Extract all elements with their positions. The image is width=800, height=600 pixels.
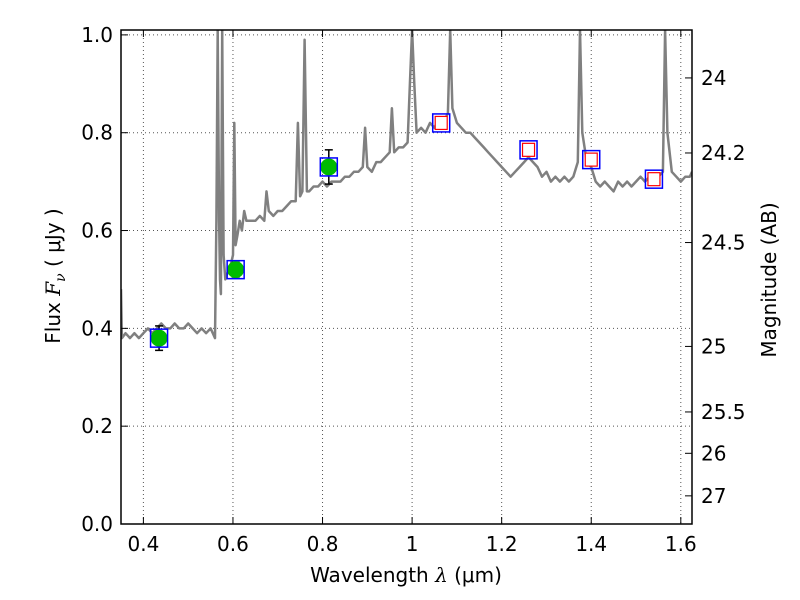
y-axis-label-symbol: F — [41, 281, 65, 297]
y-tick-label: 0.2 — [81, 414, 113, 438]
x-tick-label: 0.4 — [127, 532, 159, 556]
plot-area — [121, 30, 692, 352]
right-tick-label: 26 — [701, 441, 726, 465]
y-axis-label-subscript: ν — [53, 273, 69, 282]
x-tick-label: 1.4 — [575, 532, 607, 556]
model-band-box — [581, 149, 601, 170]
x-tick-label: 0.6 — [217, 532, 249, 556]
y-tick-label: 0.4 — [81, 316, 113, 340]
model-band-box-inner — [434, 115, 448, 131]
x-tick-label: 1.2 — [486, 532, 518, 556]
axis-ticks: 0.4 0.6 0.8 1 1.2 1.4 1.6 0.0 0.2 0.4 0.6 0.8 1.0 24 2… — [81, 23, 745, 556]
observed-point — [320, 158, 338, 176]
x-axis-label-symbol: λ — [434, 563, 448, 587]
x-tick-label: 0.8 — [307, 532, 339, 556]
y-tick-label: 1.0 — [81, 23, 113, 47]
model-band-box — [226, 259, 245, 280]
model-band-box — [431, 113, 451, 133]
right-tick-label: 24.2 — [701, 141, 746, 165]
model-band-box-inner — [521, 142, 536, 157]
model-band-box — [644, 169, 664, 189]
model-band-box — [149, 328, 169, 348]
y-axis-label: Flux Fν ( μJy ) — [41, 208, 69, 343]
y-tick-label: 0.6 — [81, 219, 113, 243]
model-band-box-inner — [584, 152, 598, 167]
model-band-box-inner — [647, 172, 661, 187]
observed-point — [227, 261, 245, 279]
x-tick-label: 1.6 — [665, 532, 697, 556]
observed-point — [150, 329, 168, 347]
right-tick-label: 24 — [701, 66, 726, 90]
y-tick-label: 0.0 — [81, 512, 113, 536]
model-spectrum-line — [121, 30, 692, 340]
right-tick-label: 24.5 — [701, 231, 746, 255]
plot-frame — [120, 29, 693, 525]
model-band-box — [519, 140, 538, 160]
y-axis-label-unit: ( μJy ) — [41, 208, 65, 273]
x-axis-label-prefix: Wavelength — [310, 563, 435, 587]
y-axis-label-prefix: Flux — [41, 296, 65, 344]
right-tick-label: 25 — [701, 334, 726, 358]
x-axis-label: Wavelength λ (μm) — [310, 563, 502, 587]
y-tick-label: 0.8 — [81, 121, 113, 145]
model-band-box — [319, 157, 339, 177]
right-tick-label: 27 — [701, 484, 726, 508]
x-axis-label-unit: (μm) — [448, 563, 502, 587]
right-tick-label: 25.5 — [701, 400, 746, 424]
right-axis-label: Magnitude (AB) — [757, 202, 781, 357]
x-tick-label: 1 — [406, 532, 419, 556]
